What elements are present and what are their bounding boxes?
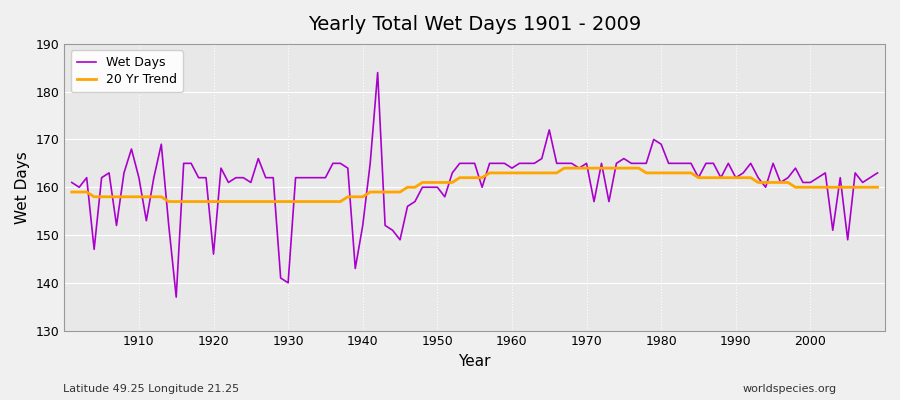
20 Yr Trend <box>126 194 137 199</box>
Text: Latitude 49.25 Longitude 21.25: Latitude 49.25 Longitude 21.25 <box>63 384 239 394</box>
20 Yr Trend <box>298 199 309 204</box>
Wet Days <box>171 295 182 300</box>
X-axis label: Year: Year <box>458 354 491 369</box>
Legend: Wet Days, 20 Yr Trend: Wet Days, 20 Yr Trend <box>70 50 183 92</box>
Y-axis label: Wet Days: Wet Days <box>15 151 30 224</box>
Wet Days <box>514 161 525 166</box>
20 Yr Trend <box>507 170 517 175</box>
Wet Days <box>373 70 383 75</box>
Wet Days <box>872 170 883 175</box>
Title: Yearly Total Wet Days 1901 - 2009: Yearly Total Wet Days 1901 - 2009 <box>308 15 642 34</box>
20 Yr Trend <box>163 199 174 204</box>
Wet Days <box>521 161 532 166</box>
20 Yr Trend <box>559 166 570 170</box>
Line: 20 Yr Trend: 20 Yr Trend <box>72 168 878 202</box>
Wet Days <box>126 147 137 152</box>
Line: Wet Days: Wet Days <box>72 72 878 297</box>
Wet Days <box>298 175 309 180</box>
20 Yr Trend <box>67 190 77 194</box>
Text: worldspecies.org: worldspecies.org <box>742 384 837 394</box>
20 Yr Trend <box>342 194 353 199</box>
Wet Days <box>67 180 77 185</box>
20 Yr Trend <box>872 185 883 190</box>
Wet Days <box>611 161 622 166</box>
20 Yr Trend <box>514 170 525 175</box>
20 Yr Trend <box>611 166 622 170</box>
Wet Days <box>342 166 353 170</box>
